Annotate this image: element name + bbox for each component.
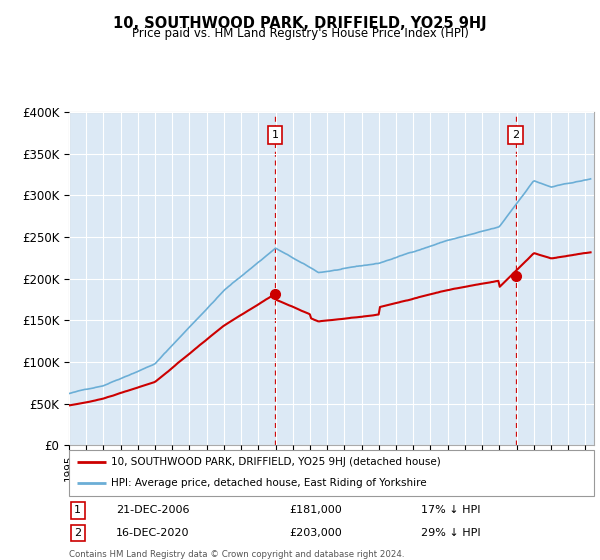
Text: HPI: Average price, detached house, East Riding of Yorkshire: HPI: Average price, detached house, East… xyxy=(111,478,427,488)
Text: 16-DEC-2020: 16-DEC-2020 xyxy=(116,528,190,538)
Text: Contains HM Land Registry data © Crown copyright and database right 2024.
This d: Contains HM Land Registry data © Crown c… xyxy=(69,550,404,560)
Text: 2: 2 xyxy=(74,528,82,538)
Text: 1: 1 xyxy=(272,130,278,141)
Text: 10, SOUTHWOOD PARK, DRIFFIELD, YO25 9HJ: 10, SOUTHWOOD PARK, DRIFFIELD, YO25 9HJ xyxy=(113,16,487,31)
Text: £181,000: £181,000 xyxy=(290,505,342,515)
Text: 29% ↓ HPI: 29% ↓ HPI xyxy=(421,528,481,538)
Text: £203,000: £203,000 xyxy=(290,528,342,538)
Text: 17% ↓ HPI: 17% ↓ HPI xyxy=(421,505,480,515)
Text: 21-DEC-2006: 21-DEC-2006 xyxy=(116,505,190,515)
FancyBboxPatch shape xyxy=(69,450,594,496)
Text: 10, SOUTHWOOD PARK, DRIFFIELD, YO25 9HJ (detached house): 10, SOUTHWOOD PARK, DRIFFIELD, YO25 9HJ … xyxy=(111,457,441,467)
Text: Price paid vs. HM Land Registry's House Price Index (HPI): Price paid vs. HM Land Registry's House … xyxy=(131,27,469,40)
Text: 1: 1 xyxy=(74,505,81,515)
Text: 2: 2 xyxy=(512,130,520,141)
